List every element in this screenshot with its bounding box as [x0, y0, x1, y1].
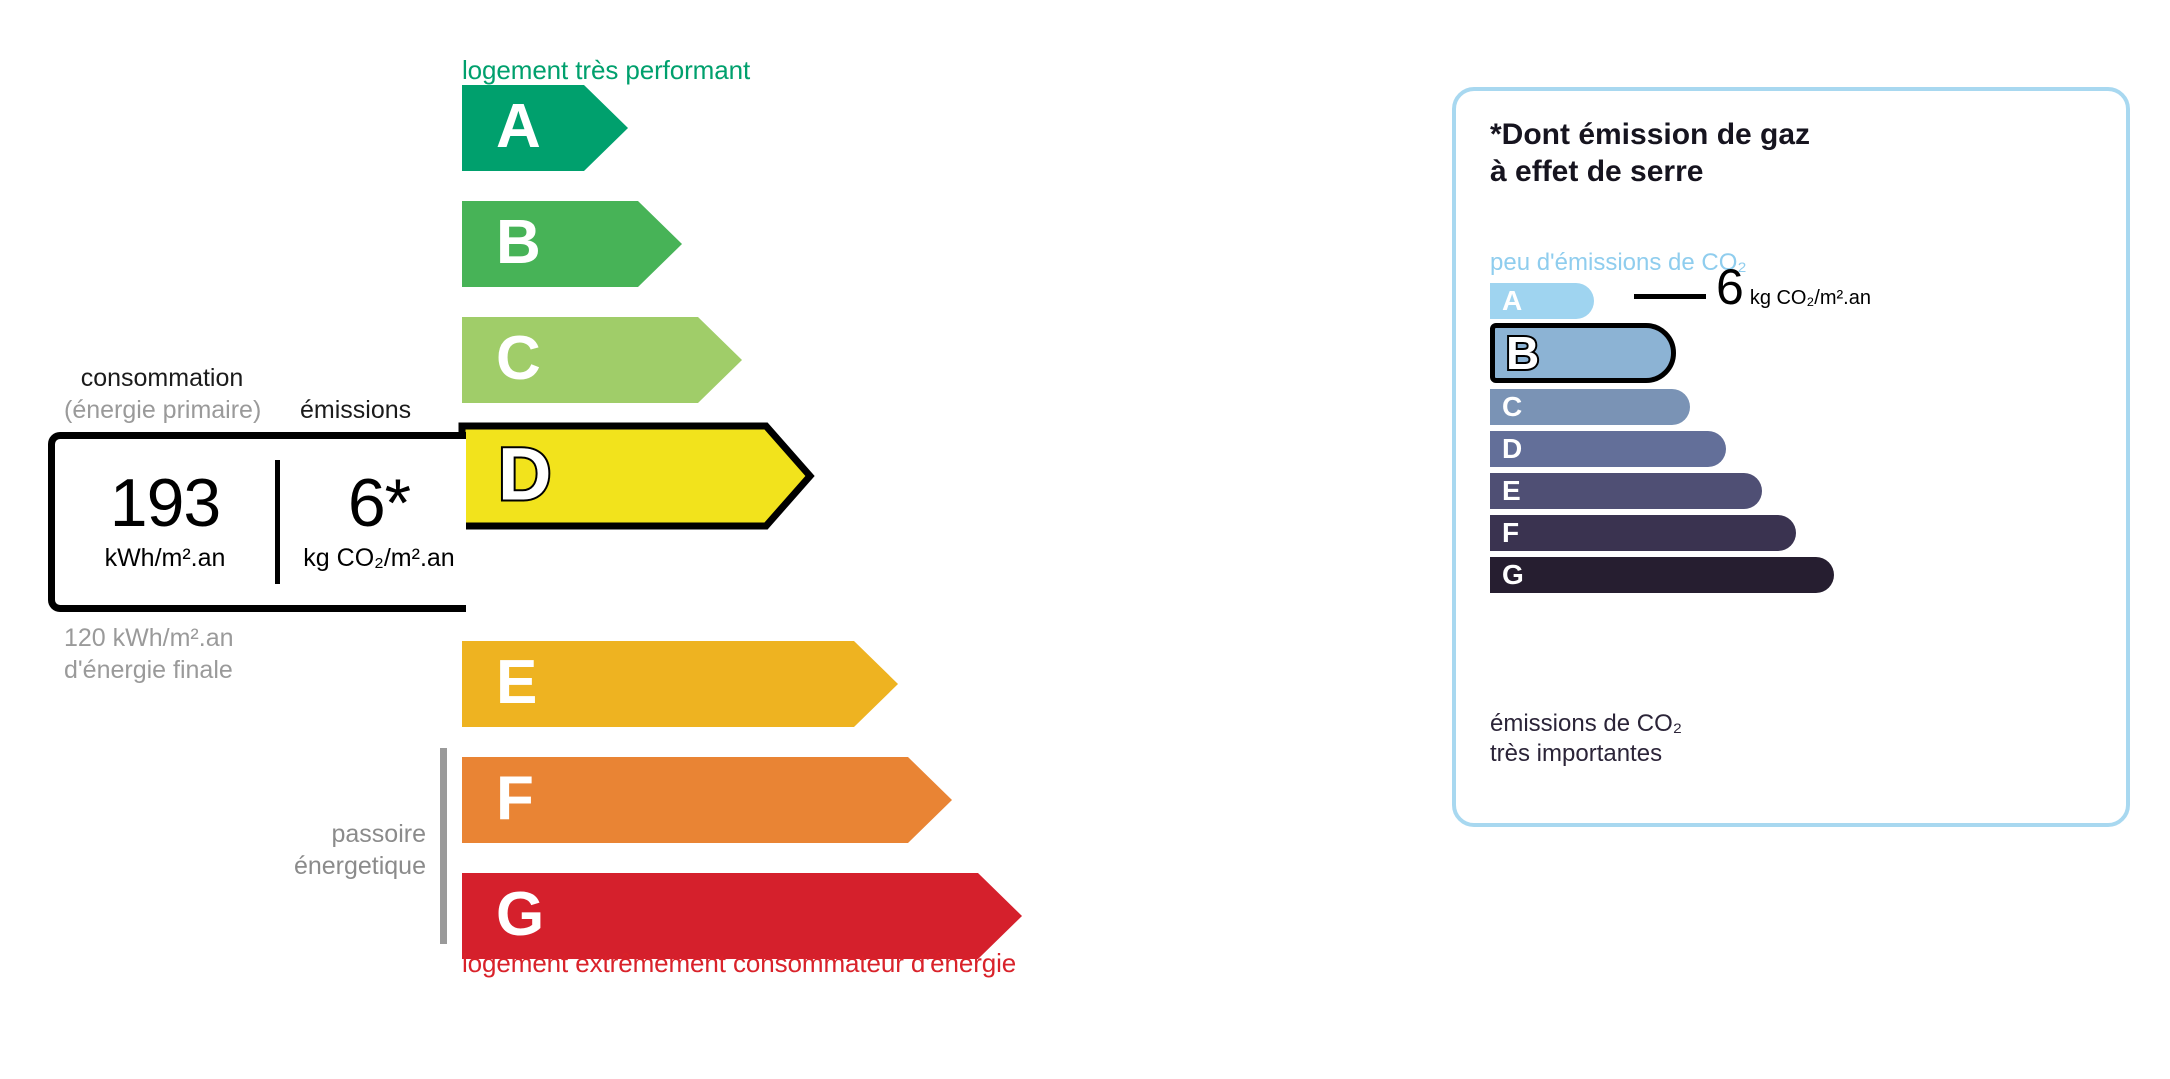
energy-arrow-shape-b — [462, 201, 682, 287]
energy-letter-a: A — [496, 91, 542, 161]
energy-arrow-shape-c — [462, 317, 742, 403]
energy-letter-b: B — [496, 207, 542, 277]
co2-row-f: F — [1490, 515, 1796, 551]
co2-value-unit: kg CO₂/m².an — [1749, 287, 1871, 309]
co2-panel-title: *Dont émission de gaz à effet de serre — [1490, 117, 1810, 190]
co2-letter-b: B — [1504, 327, 1541, 379]
energy-row-c: C — [462, 317, 742, 403]
energy-row-b: B — [462, 201, 682, 287]
emission-heading: émissions — [300, 396, 412, 424]
co2-leader-line — [1634, 294, 1706, 299]
energy-arrow-shape-a — [462, 85, 628, 171]
energy-bottom-caption: logement extrêmement consommateur d'éner… — [462, 948, 1017, 978]
consumption-value: 193 — [109, 465, 221, 542]
co2-letter-e: E — [1502, 475, 1521, 506]
energy-row-g: G — [462, 873, 1022, 959]
co2-row-b: B — [1490, 323, 1676, 383]
co2-letter-f: F — [1502, 517, 1520, 548]
energy-letter-c: C — [496, 323, 542, 393]
co2-row-g: G — [1490, 557, 1834, 593]
co2-letter-d: D — [1502, 433, 1523, 464]
co2-value: 6 — [1716, 259, 1744, 315]
co2-bar-e — [1490, 473, 1762, 509]
co2-bar-f — [1490, 515, 1796, 551]
co2-letter-a: A — [1502, 285, 1523, 316]
final-energy-line2: d'énergie finale — [64, 656, 233, 684]
energy-row-d: D — [458, 422, 815, 530]
co2-bar-g — [1490, 557, 1834, 593]
co2-bar-a — [1490, 283, 1594, 319]
co2-letter-g: G — [1502, 559, 1524, 590]
co2-bottom-caption-line1: émissions de CO₂ — [1490, 710, 1683, 737]
co2-title-line1: *Dont émission de gaz — [1490, 118, 1811, 151]
final-energy-note: 120 kWh/m².an d'énergie finale — [64, 622, 234, 686]
co2-row-d: D — [1490, 431, 1726, 467]
consumption-heading-sub: (énergie primaire) — [64, 396, 262, 424]
energy-arrow-shape-e — [462, 641, 898, 727]
value-box-divider — [275, 460, 280, 584]
passoire-label: passoire énergetique — [246, 818, 426, 882]
value-box: 193 kWh/m².an 6* kg CO₂/m².an — [48, 432, 466, 612]
energy-letter-f: F — [496, 763, 535, 833]
co2-panel: *Dont émission de gaz à effet de serre p… — [1452, 87, 2130, 827]
emission-value: 6* — [347, 465, 411, 542]
consumption-heading-main: consommation — [80, 364, 244, 392]
energy-letter-g: G — [496, 879, 545, 949]
co2-title-line2: à effet de serre — [1490, 154, 1704, 188]
energy-row-e: E — [462, 641, 898, 727]
energy-row-f: F — [462, 757, 952, 843]
energy-letter-d: D — [496, 432, 553, 516]
consumption-value-cell: 193 kWh/m².an — [55, 469, 275, 575]
co2-row-a: A — [1490, 283, 1594, 319]
co2-bar-c — [1490, 389, 1690, 425]
co2-bottom-caption: émissions de CO₂ très importantes — [1490, 709, 1682, 769]
emission-value-cell: 6* kg CO₂/m².an — [280, 469, 478, 575]
passoire-line2: énergetique — [293, 852, 426, 880]
final-energy-line1: 120 kWh/m².an — [64, 624, 234, 652]
consumption-unit: kWh/m².an — [104, 544, 226, 573]
energy-top-caption: logement très performant — [462, 55, 751, 85]
passoire-bracket — [440, 748, 447, 944]
consumption-heading: consommation (énergie primaire) — [64, 362, 262, 426]
co2-row-e: E — [1490, 473, 1762, 509]
energy-row-a: A — [462, 85, 628, 171]
emission-unit: kg CO₂/m².an — [303, 544, 455, 573]
energy-letter-e: E — [496, 647, 538, 717]
co2-bar-d — [1490, 431, 1726, 467]
co2-row-c: C — [1490, 389, 1690, 425]
energy-arrow-shape-g — [462, 873, 1022, 959]
co2-value-callout: 6 kg CO₂/m².an — [1716, 262, 1871, 312]
energy-arrow-shape-f — [462, 757, 952, 843]
co2-letter-c: C — [1502, 391, 1523, 422]
co2-bottom-caption-line2: très importantes — [1490, 740, 1663, 768]
passoire-line1: passoire — [331, 820, 427, 848]
co2-top-caption: peu d'émissions de CO₂ — [1490, 249, 1747, 276]
co2-bar-b — [1490, 323, 1676, 383]
